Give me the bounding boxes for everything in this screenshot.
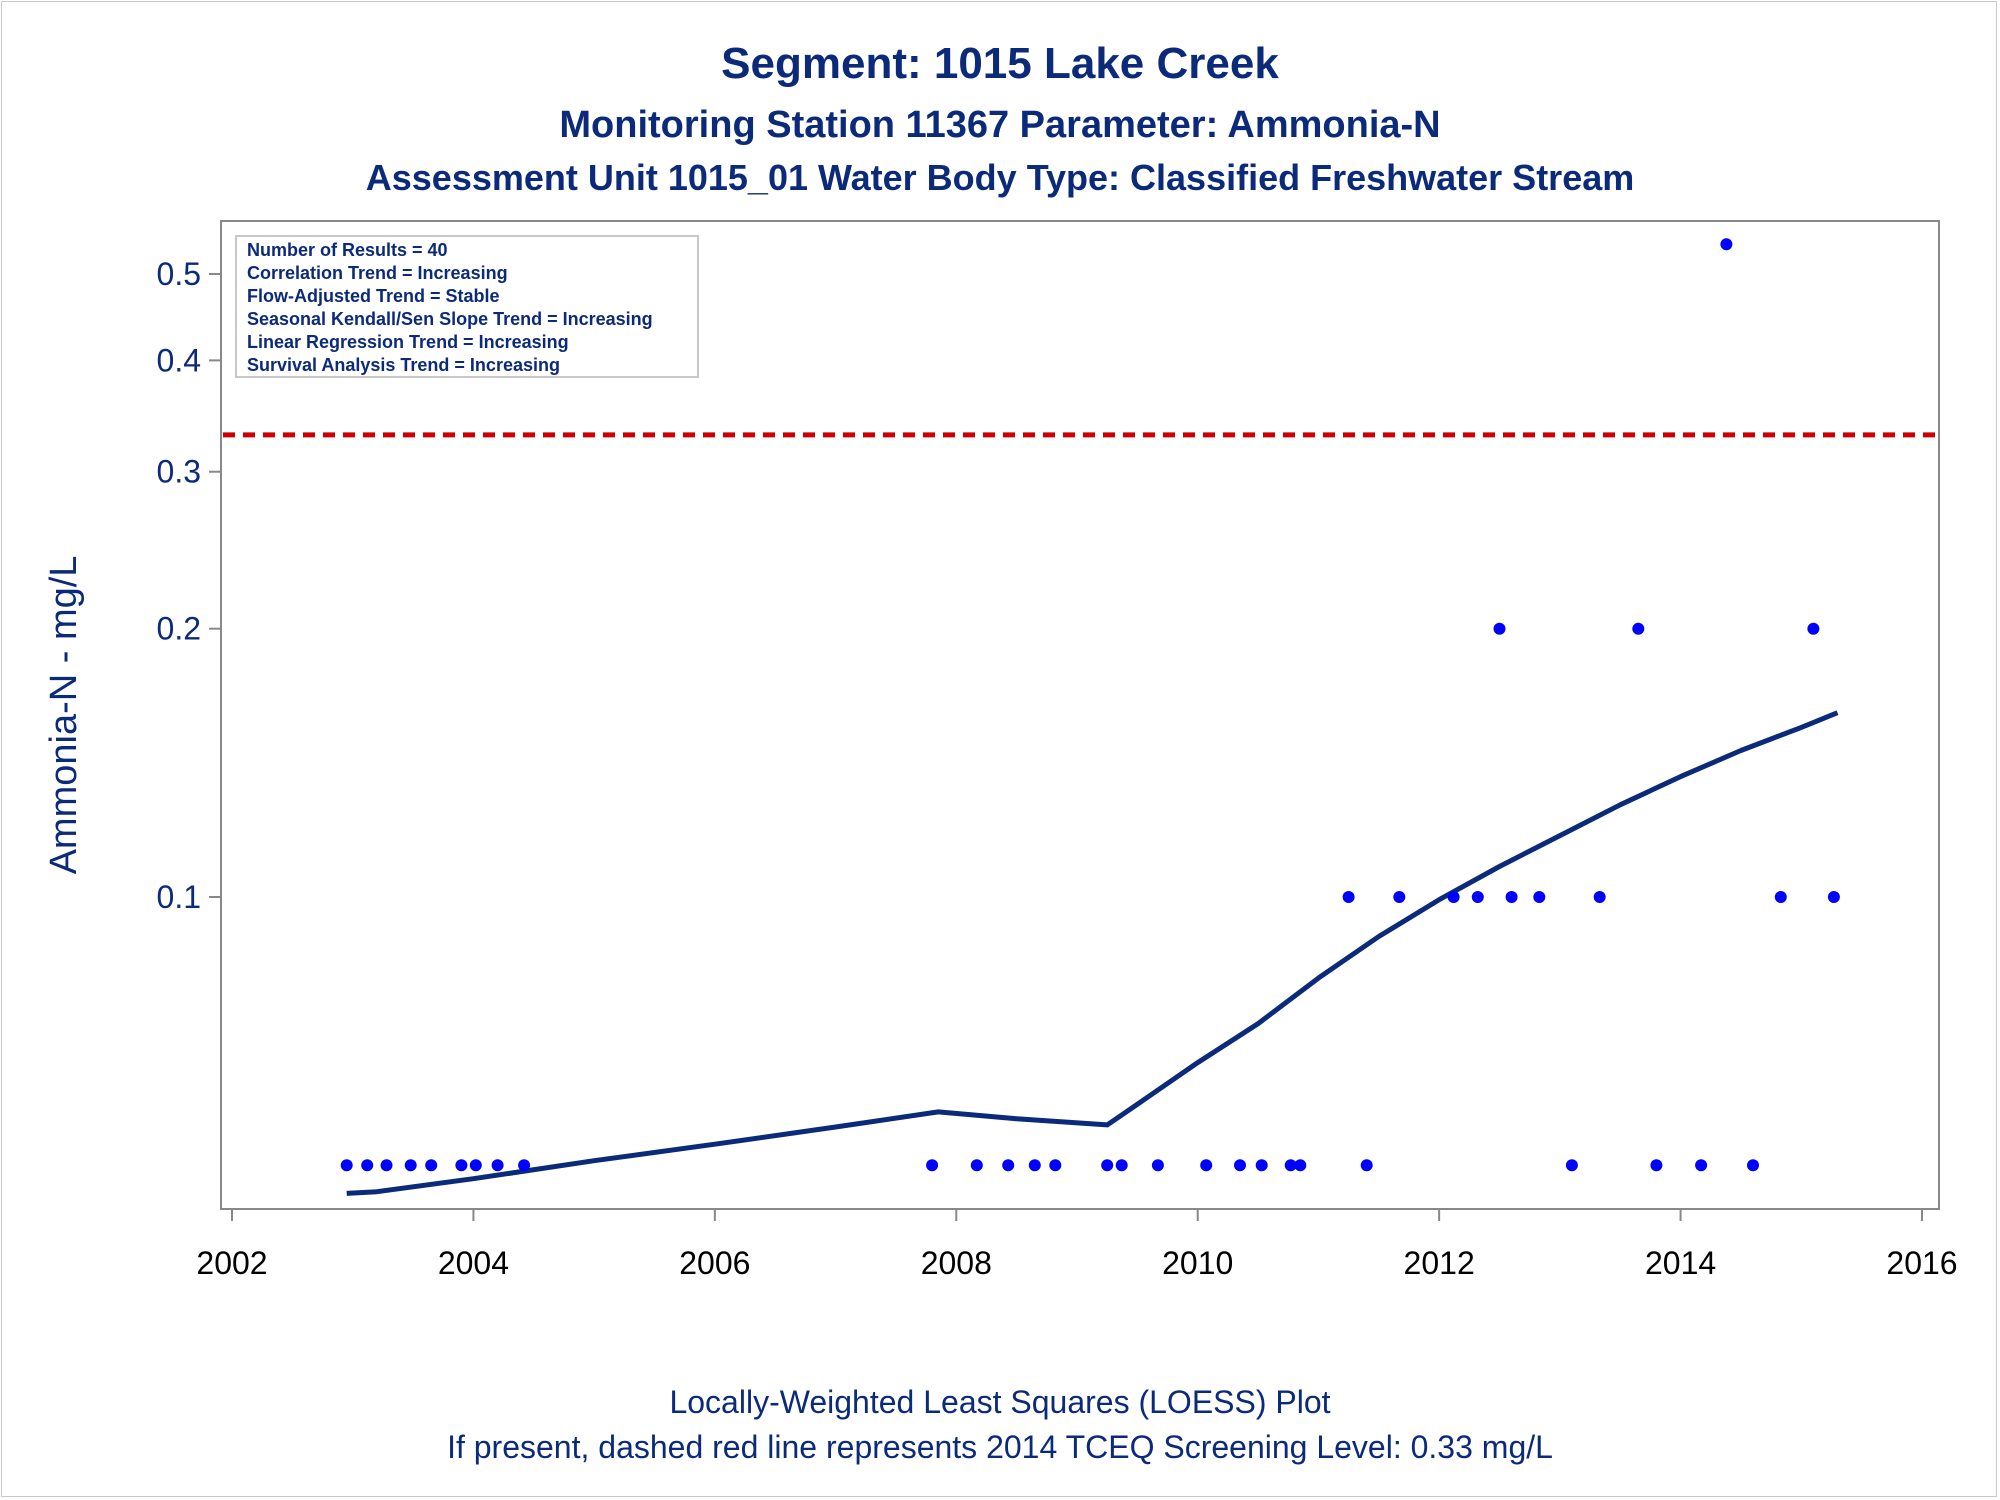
stats-line: Number of Results = 40: [247, 240, 448, 260]
data-point: [1200, 1159, 1213, 1172]
data-point: [1342, 891, 1355, 903]
x-tick-label: 2014: [1645, 1245, 1716, 1281]
stats-line: Survival Analysis Trend = Increasing: [247, 355, 560, 375]
data-point: [425, 1159, 438, 1172]
data-point: [1493, 622, 1506, 635]
data-point: [1695, 1159, 1708, 1172]
data-point: [1774, 891, 1787, 903]
y-axis: 0.1 0.2 0.3 0.4 0.5: [157, 256, 221, 915]
loess-curve: [346, 710, 1839, 1196]
stats-line: Correlation Trend = Increasing: [247, 263, 508, 283]
data-point: [1284, 1159, 1297, 1172]
data-point: [404, 1159, 417, 1172]
x-tick-label: 2010: [1162, 1245, 1233, 1281]
data-point: [1255, 1159, 1268, 1172]
y-tick-label: 0.4: [157, 342, 201, 378]
x-tick-label: 2016: [1886, 1245, 1957, 1281]
data-point: [1807, 622, 1820, 635]
data-point: [455, 1159, 468, 1172]
data-point: [1827, 891, 1840, 903]
data-point: [1632, 622, 1645, 635]
y-tick-label: 0.2: [157, 611, 201, 647]
stats-line: Linear Regression Trend = Increasing: [247, 332, 569, 352]
data-point: [1360, 1159, 1373, 1172]
data-point: [1002, 1159, 1015, 1172]
plot-area: [220, 220, 1940, 1210]
data-point: [518, 1159, 531, 1172]
y-axis-label: Ammonia-N - mg/L: [43, 556, 85, 875]
data-point: [1565, 1159, 1578, 1172]
stats-box-border: [235, 235, 699, 378]
trend-stats-box: Number of Results = 40 Correlation Trend…: [235, 235, 699, 378]
x-tick-label: 2002: [196, 1245, 267, 1281]
data-point: [926, 1159, 939, 1172]
y-tick-label: 0.1: [157, 879, 201, 915]
footnote-loess: Locally-Weighted Least Squares (LOESS) P…: [669, 1384, 1330, 1420]
x-axis: 2002 2004 2006 2008 2010 2012 2014 2016: [196, 1209, 1958, 1281]
chart-subtitle-assessment: Assessment Unit 1015_01 Water Body Type:…: [366, 157, 1635, 198]
data-point: [970, 1159, 983, 1172]
data-point: [1234, 1159, 1246, 1172]
data-point: [1505, 891, 1518, 903]
stats-line: Seasonal Kendall/Sen Slope Trend = Incre…: [247, 309, 653, 329]
footnote-screening: If present, dashed red line represents 2…: [447, 1429, 1553, 1465]
data-points: [340, 238, 1840, 1172]
y-tick-label: 0.3: [157, 454, 201, 490]
data-point: [1393, 891, 1406, 903]
data-point: [1028, 1159, 1041, 1172]
data-point: [1294, 1159, 1307, 1172]
y-tick-label: 0.5: [157, 256, 201, 292]
data-point: [1151, 1159, 1164, 1172]
data-point: [469, 1159, 482, 1172]
data-point: [1533, 891, 1546, 903]
data-point: [1447, 891, 1460, 903]
data-point: [1115, 1159, 1128, 1172]
data-point: [1049, 1159, 1062, 1172]
data-point: [1471, 891, 1484, 903]
data-point: [340, 1159, 353, 1172]
x-tick-label: 2006: [679, 1245, 750, 1281]
data-point: [1720, 238, 1733, 251]
x-tick-label: 2008: [921, 1245, 992, 1281]
data-point: [1593, 891, 1606, 903]
chart-title: Segment: 1015 Lake Creek: [721, 39, 1279, 88]
x-tick-label: 2012: [1404, 1245, 1475, 1281]
data-point: [1101, 1159, 1114, 1172]
data-point: [491, 1159, 504, 1172]
data-point: [361, 1159, 374, 1172]
data-point: [1650, 1159, 1663, 1172]
chart-subtitle-station: Monitoring Station 11367 Parameter: Ammo…: [559, 104, 1440, 146]
data-point: [1747, 1159, 1759, 1172]
data-point: [380, 1159, 393, 1172]
stats-line: Flow-Adjusted Trend = Stable: [247, 286, 500, 306]
x-tick-label: 2004: [438, 1245, 509, 1281]
